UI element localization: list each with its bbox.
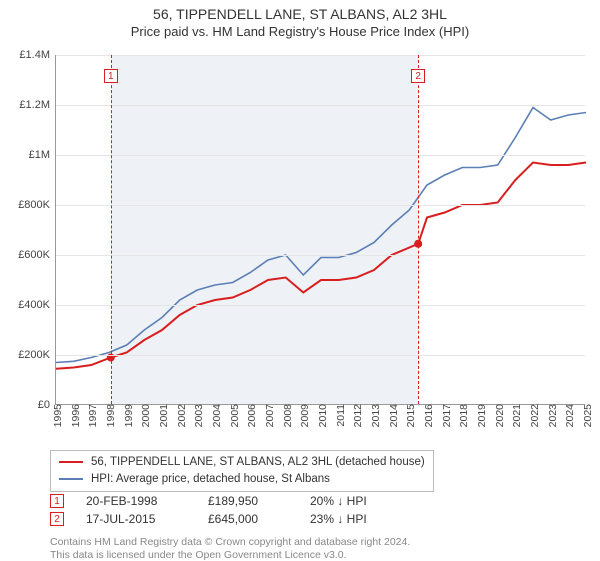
event-price: £189,950 xyxy=(208,494,288,508)
y-axis-label: £600K xyxy=(18,249,50,261)
y-axis-label: £800K xyxy=(18,199,50,211)
credit: Contains HM Land Registry data © Crown c… xyxy=(50,536,590,561)
x-axis-label: 2000 xyxy=(140,404,152,427)
x-axis-label: 2008 xyxy=(282,404,294,427)
x-axis-label: 2009 xyxy=(299,404,311,427)
marker-label: 2 xyxy=(411,69,425,83)
legend-label: 56, TIPPENDELL LANE, ST ALBANS, AL2 3HL … xyxy=(91,454,425,471)
x-axis-label: 2004 xyxy=(211,404,223,427)
x-axis-label: 2001 xyxy=(158,404,170,427)
legend-label: HPI: Average price, detached house, St A… xyxy=(91,471,330,488)
y-axis-label: £200K xyxy=(18,349,50,361)
x-axis-label: 1999 xyxy=(123,404,135,427)
x-axis-label: 1995 xyxy=(52,404,64,427)
title-block: 56, TIPPENDELL LANE, ST ALBANS, AL2 3HL … xyxy=(0,0,600,41)
x-axis-label: 2024 xyxy=(564,404,576,427)
legend: 56, TIPPENDELL LANE, ST ALBANS, AL2 3HL … xyxy=(50,450,434,492)
y-axis-label: £0 xyxy=(38,399,50,411)
series-line xyxy=(56,108,586,363)
x-axis-label: 2025 xyxy=(582,404,594,427)
chart-container: { "title": { "address": "56, TIPPENDELL … xyxy=(0,0,600,560)
x-axis-label: 2010 xyxy=(317,404,329,427)
x-axis-label: 2017 xyxy=(441,404,453,427)
x-axis-label: 2022 xyxy=(529,404,541,427)
gridline xyxy=(56,55,585,56)
gridline xyxy=(56,155,585,156)
x-axis-label: 2014 xyxy=(388,404,400,427)
plot-svg xyxy=(56,55,585,404)
event-delta: 20% ↓ HPI xyxy=(310,494,400,508)
x-axis-label: 2012 xyxy=(352,404,364,427)
legend-item: 56, TIPPENDELL LANE, ST ALBANS, AL2 3HL … xyxy=(59,454,425,471)
event-row: 2 17-JUL-2015 £645,000 23% ↓ HPI xyxy=(50,512,400,526)
title-address: 56, TIPPENDELL LANE, ST ALBANS, AL2 3HL xyxy=(0,6,600,22)
gridline xyxy=(56,255,585,256)
y-axis-label: £1M xyxy=(29,149,50,161)
x-axis-label: 2023 xyxy=(547,404,559,427)
marker-label: 1 xyxy=(104,69,118,83)
legend-item: HPI: Average price, detached house, St A… xyxy=(59,471,425,488)
x-axis-label: 2019 xyxy=(476,404,488,427)
gridline xyxy=(56,355,585,356)
marker-guideline xyxy=(111,55,112,404)
y-axis-label: £400K xyxy=(18,299,50,311)
x-axis-label: 2020 xyxy=(494,404,506,427)
x-axis-label: 2021 xyxy=(511,404,523,427)
x-axis-label: 2006 xyxy=(246,404,258,427)
legend-swatch xyxy=(59,478,83,480)
credit-line: This data is licensed under the Open Gov… xyxy=(50,549,590,561)
event-date: 20-FEB-1998 xyxy=(86,494,186,508)
x-axis-label: 2016 xyxy=(423,404,435,427)
event-price: £645,000 xyxy=(208,512,288,526)
marker-guideline xyxy=(418,55,419,404)
x-axis-label: 2018 xyxy=(458,404,470,427)
x-axis-label: 2002 xyxy=(176,404,188,427)
event-date: 17-JUL-2015 xyxy=(86,512,186,526)
line-chart: £0£200K£400K£600K£800K£1M£1.2M£1.4M19951… xyxy=(55,55,585,405)
x-axis-label: 2003 xyxy=(193,404,205,427)
events-table: 1 20-FEB-1998 £189,950 20% ↓ HPI 2 17-JU… xyxy=(50,494,400,530)
x-axis-label: 2007 xyxy=(264,404,276,427)
gridline xyxy=(56,305,585,306)
event-row: 1 20-FEB-1998 £189,950 20% ↓ HPI xyxy=(50,494,400,508)
x-axis-label: 1996 xyxy=(70,404,82,427)
event-delta: 23% ↓ HPI xyxy=(310,512,400,526)
y-axis-label: £1.2M xyxy=(19,99,50,111)
event-marker-icon: 1 xyxy=(50,494,64,508)
legend-swatch xyxy=(59,461,83,463)
x-axis-label: 2011 xyxy=(335,404,347,427)
x-axis-label: 2013 xyxy=(370,404,382,427)
title-subtitle: Price paid vs. HM Land Registry's House … xyxy=(0,24,600,39)
y-axis-label: £1.4M xyxy=(19,49,50,61)
x-axis-label: 1998 xyxy=(105,404,117,427)
event-marker-icon: 2 xyxy=(50,512,64,526)
gridline xyxy=(56,105,585,106)
x-axis-label: 2005 xyxy=(229,404,241,427)
x-axis-label: 2015 xyxy=(405,404,417,427)
credit-line: Contains HM Land Registry data © Crown c… xyxy=(50,536,590,549)
gridline xyxy=(56,205,585,206)
x-axis-label: 1997 xyxy=(87,404,99,427)
